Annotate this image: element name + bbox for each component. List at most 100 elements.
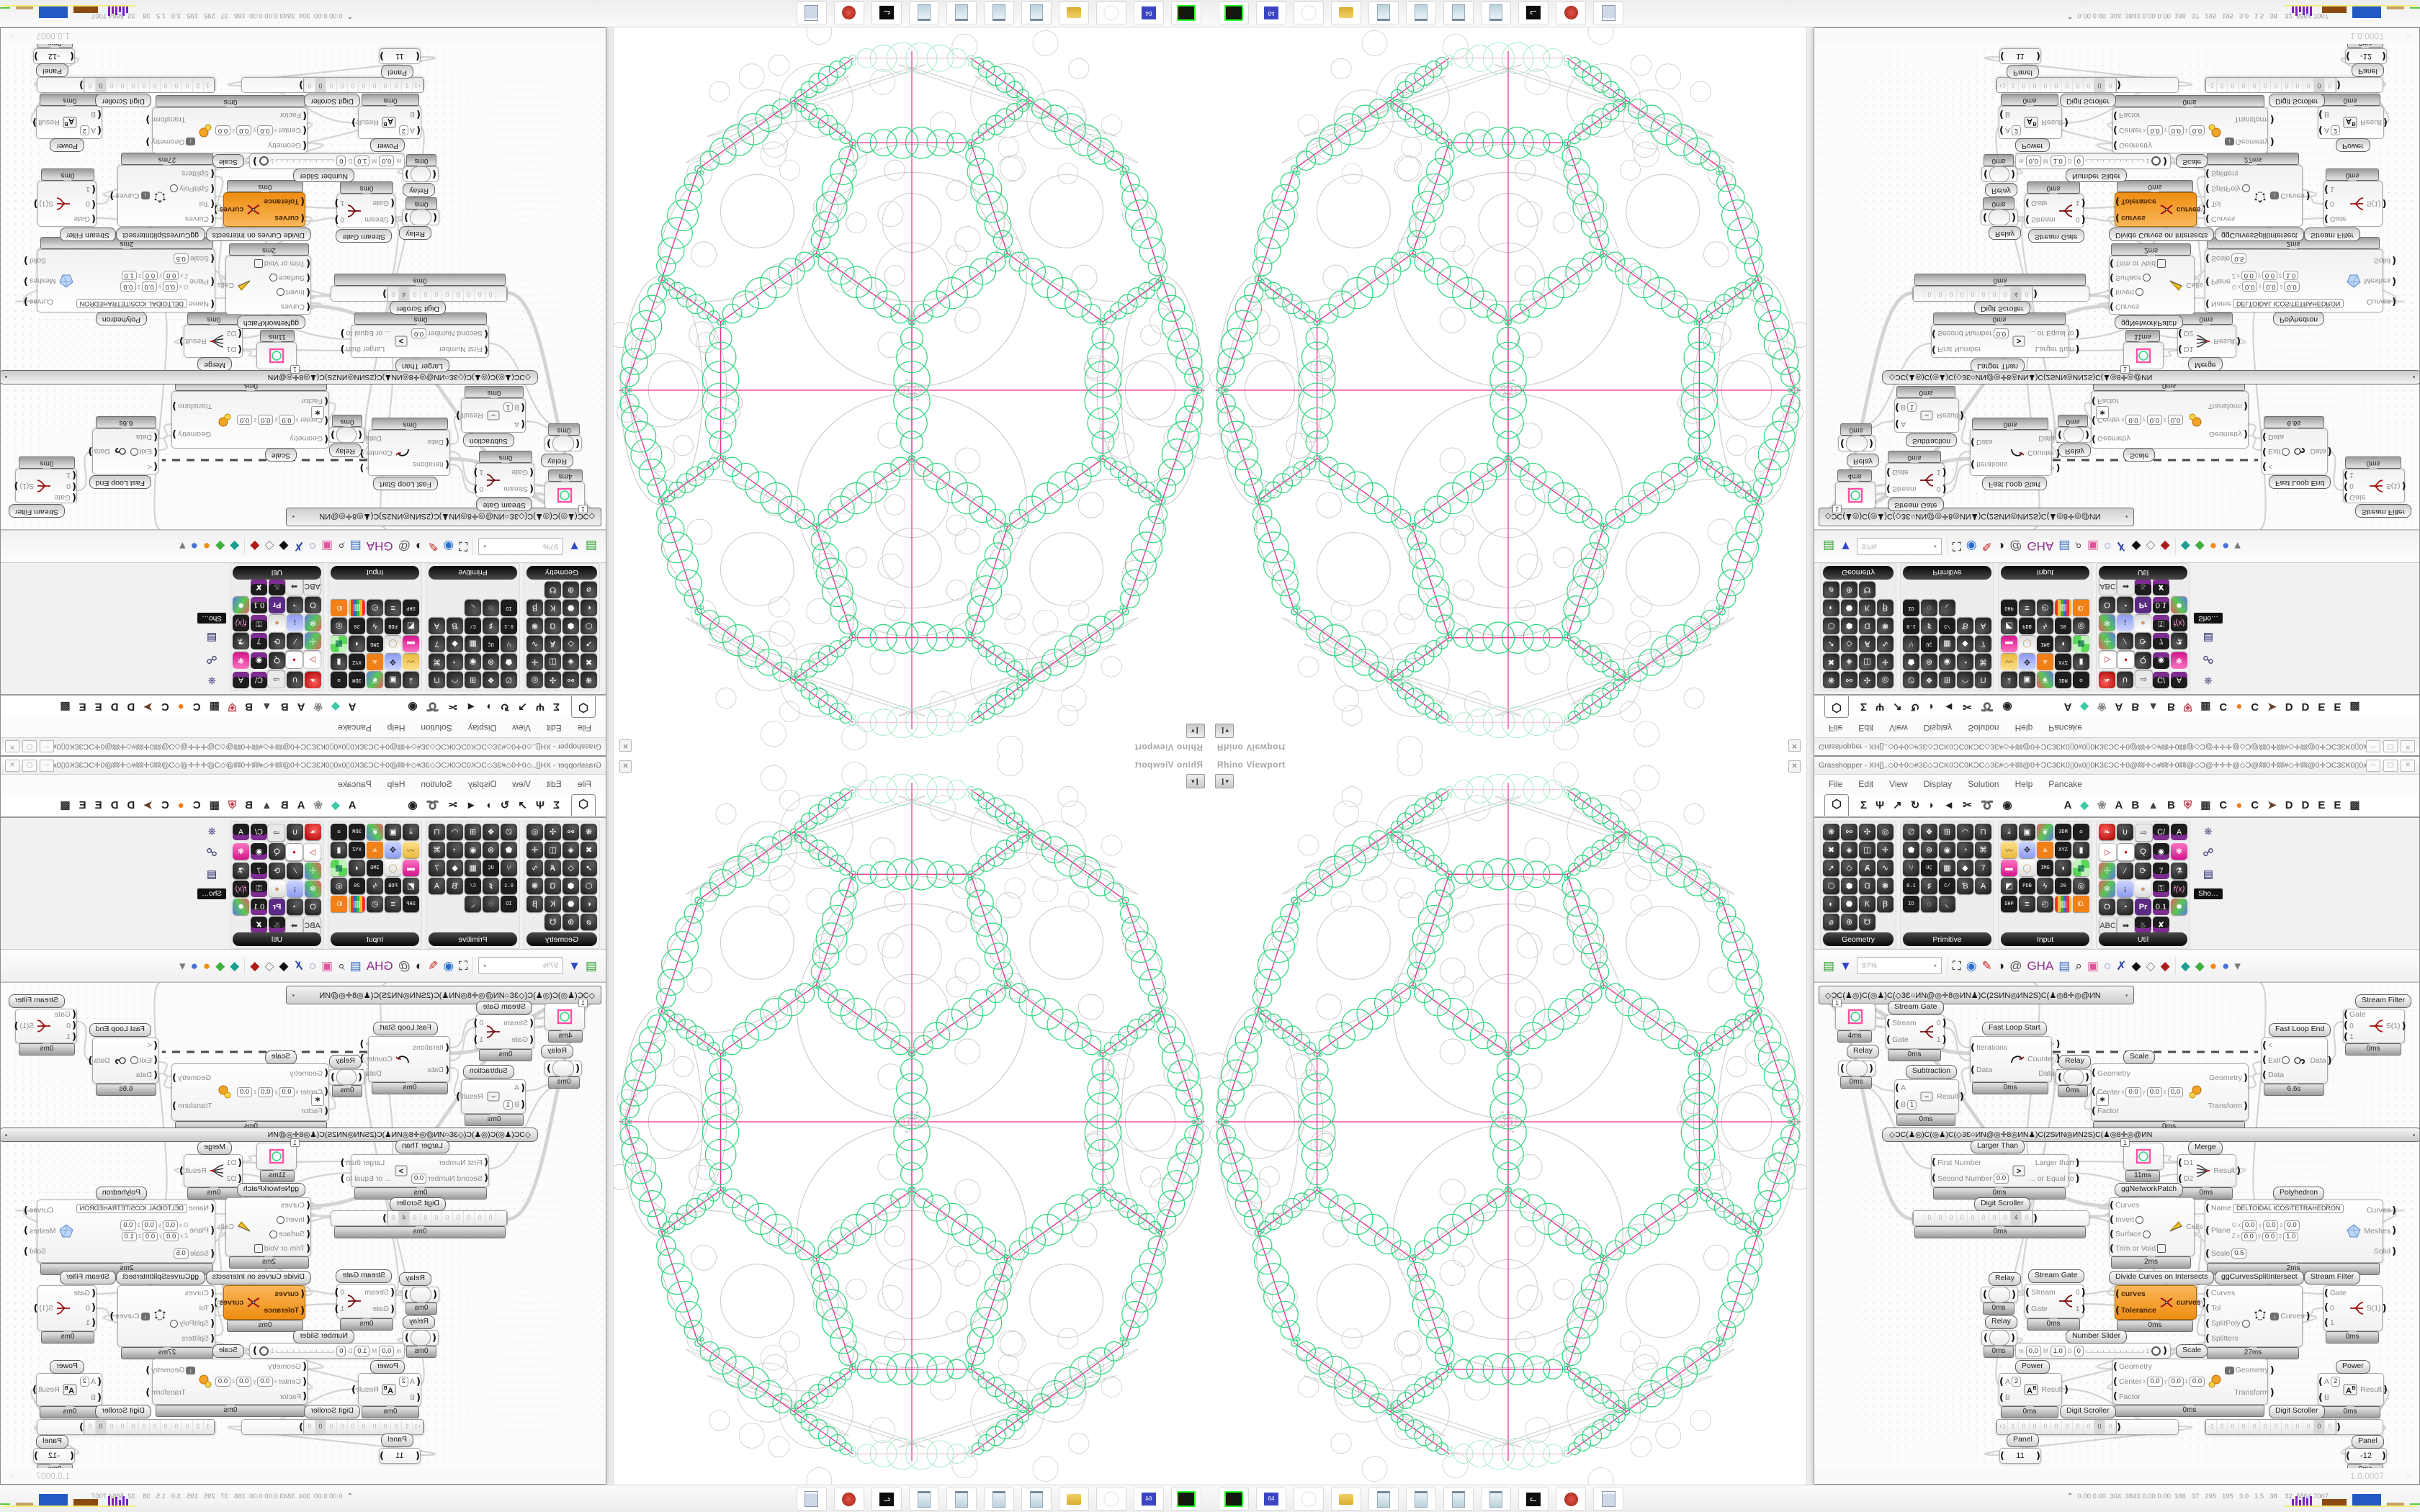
palette-group-label-primitive[interactable]: Primitive	[429, 566, 517, 580]
output-port[interactable]: Curves)	[2366, 296, 2397, 307]
component-icon[interactable]: IMG	[367, 636, 383, 652]
taskbar-icon-rhino[interactable]: ᓚ	[1518, 1, 1549, 24]
digit-cell[interactable]: 1	[401, 1420, 412, 1434]
input-port[interactable]: (Geometry	[289, 1068, 328, 1079]
gh-node-power[interactable]: (A 2(B A B Result)	[2318, 106, 2388, 139]
tab-plugin-7[interactable]: ⛨	[2183, 701, 2192, 714]
digit-cell[interactable]: 0	[2084, 78, 2094, 92]
tab-plugin-10[interactable]: ●	[2236, 701, 2243, 714]
input-port[interactable]: (0	[66, 1020, 76, 1032]
digit-cell[interactable]: 0	[336, 78, 347, 92]
toolbar-icon-14[interactable]: ✗	[2116, 539, 2127, 554]
component-icon[interactable]: ⑂	[1903, 636, 1919, 652]
value-box[interactable]: 0.0	[2241, 270, 2257, 281]
digit-cell[interactable]: 0	[138, 78, 149, 92]
toolbar-icon-22[interactable]: ●	[2222, 539, 2230, 554]
input-port[interactable]: (Name DELTOIDAL ICOSITETRAHEDRON	[76, 1203, 215, 1214]
tab-plugin-16[interactable]: E	[79, 798, 86, 811]
digit-cell[interactable]: 0	[2325, 1420, 2336, 1434]
gh-node-fast-loop-end[interactable]: (<(Exit(Data Data)	[88, 428, 158, 474]
node-nickname[interactable]: Divide Curves on Intersects	[2109, 228, 2215, 241]
component-icon[interactable]: ◟	[465, 600, 481, 616]
value-box[interactable]: 2	[2011, 125, 2022, 135]
component-icon[interactable]: 〰	[403, 654, 419, 670]
component-icon[interactable]: ▮	[2073, 842, 2089, 858]
digit-scroller-track[interactable]: -1 2 0 0 0 0 0 0 0 0 0 0	[84, 77, 215, 93]
tab-category-2[interactable]: Ψ	[535, 701, 545, 714]
component-icon[interactable]: XYZ	[2055, 842, 2071, 858]
node-nickname[interactable]: ggNetworkPatch	[236, 1183, 305, 1197]
component-icon[interactable]: ◌	[1921, 600, 1937, 616]
gh-node-subtraction[interactable]: (A(B 1− Result)	[456, 1079, 526, 1114]
component-icon[interactable]: ⊕	[1841, 582, 1857, 598]
component-icon[interactable]: ❧	[305, 824, 321, 840]
input-port[interactable]: (Exit	[2262, 446, 2290, 457]
digit-cell[interactable]: 0	[2271, 1420, 2282, 1434]
gh-node-relay[interactable]: ()	[2056, 1069, 2092, 1085]
component-icon[interactable]: Ƙ	[1859, 896, 1876, 912]
gh-node-stream-gate[interactable]: (Stream(Gate 0) 1)	[2025, 194, 2086, 228]
node-nickname[interactable]: Digit Scroller	[95, 1405, 151, 1418]
toolbar-icon-15[interactable]: ◆	[2131, 958, 2141, 973]
input-port[interactable]: (Exit	[130, 1055, 158, 1066]
toolbar-icon-15[interactable]: ◆	[279, 539, 289, 554]
gh-node-scale[interactable]: (Geometry(Center x 0.0 y 0.0 z 0.0(Factor Geome…	[2091, 1063, 2249, 1121]
output-port[interactable]: Larger than)	[340, 1157, 385, 1169]
viewport-dock-button[interactable]: ❙▾	[1186, 774, 1205, 788]
tab-plugin-5[interactable]: ▲	[2148, 798, 2159, 811]
component-icon[interactable]: ➚	[1823, 860, 1839, 876]
gh-node-panel[interactable]: (11)	[379, 1448, 421, 1464]
output-port[interactable]: Data)	[2310, 446, 2332, 457]
component-icon[interactable]: Ⱥ	[1859, 636, 1876, 652]
component-icon[interactable]: ✘	[251, 917, 267, 933]
component-icon[interactable]: ⬟	[1903, 654, 1919, 670]
tab-category-7[interactable]: ✂	[448, 701, 457, 713]
digit-cell[interactable]: 0	[442, 287, 452, 301]
value-box[interactable]: 2	[2011, 1377, 2022, 1387]
digit-cell[interactable]: 0	[138, 1420, 149, 1434]
input-port[interactable]: (Surface	[2110, 1230, 2166, 1239]
plugin-strip-icon-2[interactable]: ▤	[206, 631, 218, 644]
zoom-level-box[interactable]: 97% ▾	[1856, 538, 1942, 555]
input-port[interactable]: (Factor	[2092, 1105, 2119, 1117]
component-icon[interactable]: 0.1	[2153, 597, 2169, 613]
value-box[interactable]: 0.0	[2241, 1231, 2257, 1242]
digit-cell[interactable]: 0	[1957, 1211, 1968, 1225]
input-port[interactable]: (Tolerance	[264, 196, 305, 207]
node-nickname[interactable]: Fast Loop Start	[373, 1022, 438, 1035]
component-icon[interactable]: ⊓	[1975, 672, 1991, 688]
component-icon[interactable]: ◎	[1877, 672, 1894, 688]
component-icon[interactable]: ⇨	[2135, 670, 2153, 688]
input-port[interactable]: (Stream	[503, 1018, 534, 1029]
input-port[interactable]: (Name DELTOIDAL ICOSITETRAHEDRON	[2205, 1204, 2344, 1214]
input-port[interactable]: (Second Number 0.0	[411, 328, 488, 339]
component-icon[interactable]: ∪	[2117, 824, 2133, 840]
input-port[interactable]: (Curves	[280, 301, 310, 312]
digit-cell[interactable]: 0	[182, 78, 192, 92]
palette-group-label-input[interactable]: Input	[331, 566, 419, 580]
node-nickname[interactable]: Power	[50, 138, 84, 152]
value-box[interactable]: 0.0	[2147, 1377, 2163, 1387]
tab-category-4[interactable]: ↻	[500, 701, 510, 713]
output-port[interactable]: ... or Equal to)	[340, 1173, 391, 1184]
gh-node-power[interactable]: (A 2(B A B Result)	[1999, 106, 2069, 139]
node-nickname[interactable]: Relay	[403, 183, 435, 197]
value-box[interactable]: DELTOIDAL ICOSITETRAHEDRON	[76, 298, 188, 308]
digit-scroller-track[interactable]: +1 1 0 0 0 0 0 0 0 0 0	[303, 1419, 424, 1435]
node-nickname[interactable]: Stream Gate	[2028, 229, 2084, 243]
input-port[interactable]: (Gate	[2344, 491, 2366, 503]
menu-item-edit[interactable]: Edit	[546, 779, 562, 789]
palette-group-label-input[interactable]: Input	[2001, 566, 2089, 580]
output-port[interactable]: curves)	[2177, 1298, 2207, 1308]
component-icon[interactable]: ∿	[1877, 860, 1894, 876]
component-icon[interactable]: ⤓	[2001, 672, 2017, 688]
tab-plugin-9[interactable]: C	[2219, 701, 2228, 714]
tab-plugin-2[interactable]: ❀	[313, 701, 323, 713]
node-nickname[interactable]: Relay	[1989, 226, 2021, 240]
gh-node-merge[interactable]: (D1(D2 Result)	[2177, 1154, 2241, 1187]
output-port[interactable]: Result)	[32, 117, 60, 128]
taskbar-icon-note[interactable]	[1368, 1488, 1399, 1511]
component-icon[interactable]: 7	[2153, 863, 2169, 879]
digit-cell[interactable]: 4	[398, 1211, 409, 1225]
component-icon[interactable]: ❦	[367, 672, 383, 688]
